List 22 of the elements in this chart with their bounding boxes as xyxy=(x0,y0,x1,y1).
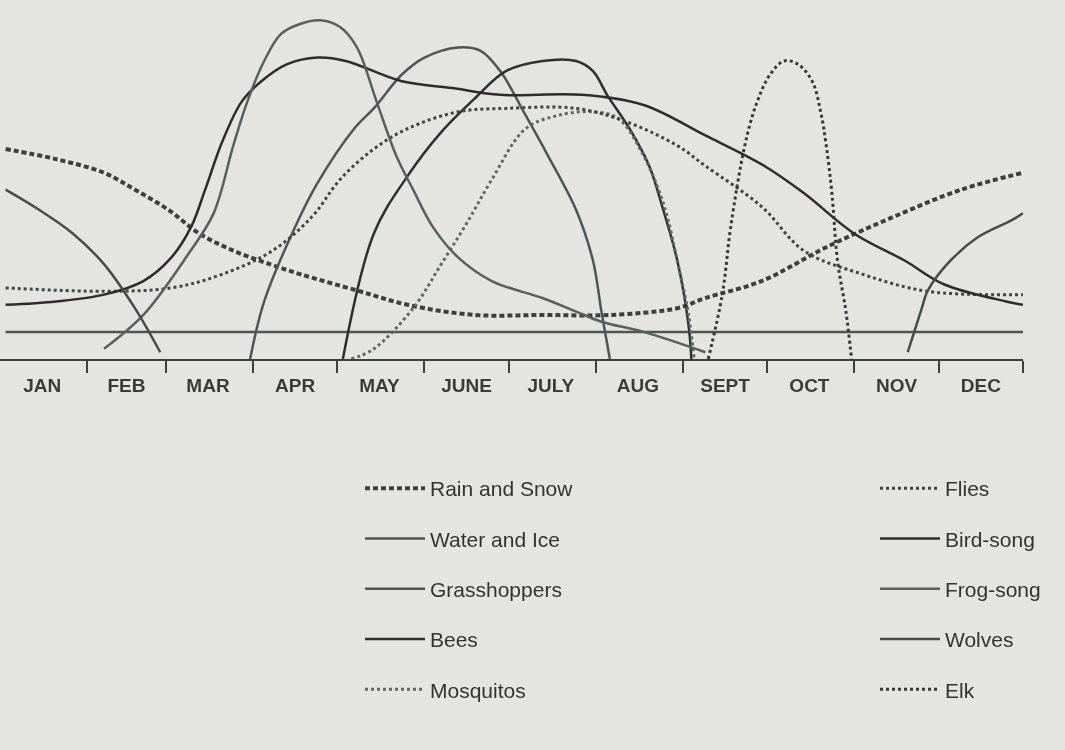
x-tick-label: AUG xyxy=(616,374,660,396)
x-tick-label: MAY xyxy=(359,374,400,396)
legend-label: Flies xyxy=(945,477,990,501)
legend-label: Mosquitos xyxy=(430,678,526,702)
legend-label: Wolves xyxy=(945,628,1014,652)
legend-label: Frog-song xyxy=(945,577,1041,601)
legend-label: Elk xyxy=(945,678,975,702)
x-tick-label: JAN xyxy=(23,374,62,396)
legend-label: Water and Ice xyxy=(430,527,560,551)
legend-label: Rain and Snow xyxy=(430,477,574,501)
x-tick-label: JULY xyxy=(527,374,575,396)
x-tick-label: DEC xyxy=(960,374,1002,396)
legend-label: Bees xyxy=(430,628,478,652)
x-tick-label: APR xyxy=(275,374,316,396)
legend-label: Grasshoppers xyxy=(430,577,562,601)
x-tick-label: FEB xyxy=(107,374,146,396)
x-tick-label: OCT xyxy=(789,374,830,396)
x-tick-label: JUNE xyxy=(441,374,492,396)
x-tick-label: MAR xyxy=(186,374,230,396)
x-tick-label: NOV xyxy=(875,374,918,396)
legend-label: Bird-song xyxy=(945,527,1035,551)
x-tick-label: SEPT xyxy=(700,374,751,396)
